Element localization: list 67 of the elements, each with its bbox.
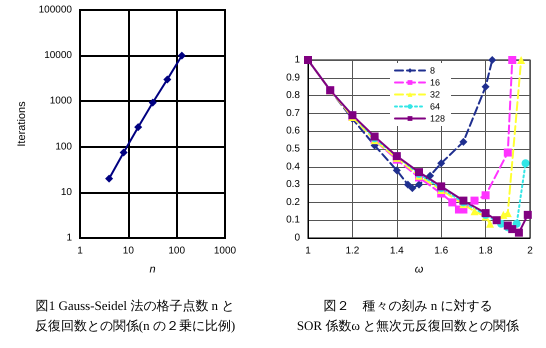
point: [148, 98, 157, 107]
y-tick-label: 10000: [44, 50, 72, 62]
point: [105, 174, 114, 183]
point: [459, 138, 468, 146]
text: 反復回数との関係(n の２乗に比例): [34, 317, 236, 335]
x-tick-label: 1: [305, 246, 312, 256]
x-tick-label: 2: [527, 246, 534, 256]
y-tick-label: 100: [55, 141, 72, 152]
x-tick-label: 1.4: [390, 246, 404, 256]
caption: 図1 Gauss-Seidel 法の格子点数 n と: [34, 297, 236, 315]
text: SOR 係数ω と無次元反復回数との関係: [296, 317, 520, 335]
point: [508, 225, 516, 234]
x-tick-label: 1.6: [434, 246, 449, 256]
y-tick-label: 100000: [38, 4, 72, 16]
x-axis-title: n: [149, 264, 156, 276]
x-axis-title: ω: [414, 264, 424, 276]
y-tick-label: 0.2: [286, 196, 300, 208]
point: [163, 75, 172, 84]
point: [404, 180, 412, 189]
x-tick-label: 1000: [214, 246, 237, 256]
point: [508, 56, 516, 64]
point: [178, 52, 186, 60]
point: [514, 228, 523, 237]
point: [437, 159, 446, 168]
point: [470, 196, 478, 205]
point: [415, 180, 423, 189]
legend-label: 128: [430, 114, 446, 124]
x-tick-label: 10: [122, 246, 134, 256]
point: [392, 166, 401, 174]
legend-label: 32: [430, 90, 440, 100]
x-tick-label: 1.2: [345, 246, 360, 256]
point: [504, 148, 512, 157]
y-tick-label: 0.6: [286, 126, 300, 137]
point: [448, 198, 456, 206]
y-tick-label: 0.9: [286, 72, 300, 84]
point: [134, 123, 142, 132]
y-tick-label: 0.5: [286, 144, 300, 154]
legend-label: 16: [430, 78, 440, 88]
y-tick-label: 1000: [50, 96, 72, 107]
y-tick-label: 1: [294, 54, 300, 66]
x-tick-label: 1: [77, 246, 84, 256]
point: [517, 56, 526, 64]
point: [488, 56, 496, 64]
point: [522, 159, 530, 168]
point: [524, 210, 532, 219]
x-tick-label: 100: [168, 246, 186, 256]
y-tick-label: 1: [66, 232, 72, 244]
y-axis-title: Iterations: [16, 100, 28, 147]
caption: 図２ 種々の刻み n に対する: [322, 297, 494, 315]
point: [470, 207, 478, 216]
y-tick-label: 0: [294, 232, 300, 244]
point: [120, 148, 128, 156]
y-tick-label: 0.4: [286, 161, 300, 172]
x-tick-label: 1.8: [478, 246, 493, 256]
y-tick-label: 0.3: [286, 179, 300, 190]
y-tick-label: 0.8: [286, 90, 300, 102]
y-tick-label: 10: [60, 186, 72, 198]
point: [408, 184, 416, 192]
point: [482, 191, 490, 200]
legend-label: 8: [430, 66, 436, 76]
point: [492, 216, 501, 224]
point: [482, 82, 490, 91]
legend-label: 64: [430, 102, 440, 112]
point: [426, 172, 434, 180]
y-tick-label: 0.7: [286, 108, 300, 119]
point: [486, 220, 494, 228]
y-tick-label: 0.1: [286, 214, 300, 226]
